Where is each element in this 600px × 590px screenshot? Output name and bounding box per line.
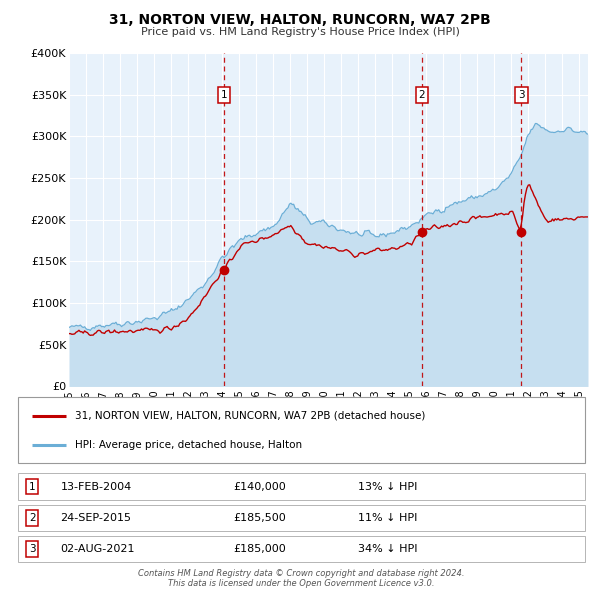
Text: 3: 3	[29, 544, 35, 554]
Text: Contains HM Land Registry data © Crown copyright and database right 2024.
This d: Contains HM Land Registry data © Crown c…	[138, 569, 465, 588]
Text: 31, NORTON VIEW, HALTON, RUNCORN, WA7 2PB (detached house): 31, NORTON VIEW, HALTON, RUNCORN, WA7 2P…	[75, 411, 425, 421]
Text: 3: 3	[518, 90, 524, 100]
Text: 24-SEP-2015: 24-SEP-2015	[61, 513, 131, 523]
Text: 11% ↓ HPI: 11% ↓ HPI	[358, 513, 418, 523]
Text: £140,000: £140,000	[233, 481, 286, 491]
FancyBboxPatch shape	[18, 473, 585, 500]
Text: Price paid vs. HM Land Registry's House Price Index (HPI): Price paid vs. HM Land Registry's House …	[140, 27, 460, 37]
Text: 13-FEB-2004: 13-FEB-2004	[61, 481, 132, 491]
Text: 02-AUG-2021: 02-AUG-2021	[61, 544, 135, 554]
FancyBboxPatch shape	[18, 536, 585, 562]
Text: 2: 2	[418, 90, 425, 100]
Text: 1: 1	[29, 481, 35, 491]
Text: £185,500: £185,500	[233, 513, 286, 523]
Text: 1: 1	[221, 90, 227, 100]
Text: 13% ↓ HPI: 13% ↓ HPI	[358, 481, 418, 491]
Text: HPI: Average price, detached house, Halton: HPI: Average price, detached house, Halt…	[75, 440, 302, 450]
Text: 2: 2	[29, 513, 35, 523]
Text: £185,000: £185,000	[233, 544, 286, 554]
Text: 31, NORTON VIEW, HALTON, RUNCORN, WA7 2PB: 31, NORTON VIEW, HALTON, RUNCORN, WA7 2P…	[109, 13, 491, 27]
FancyBboxPatch shape	[18, 504, 585, 531]
FancyBboxPatch shape	[18, 397, 585, 463]
Text: 34% ↓ HPI: 34% ↓ HPI	[358, 544, 418, 554]
